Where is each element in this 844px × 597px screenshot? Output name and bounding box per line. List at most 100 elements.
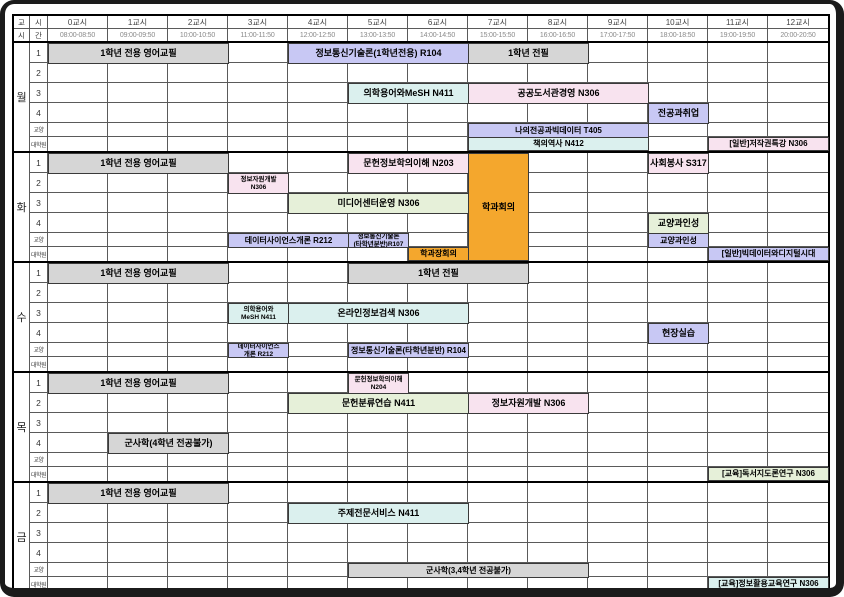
grid-cell	[468, 483, 528, 503]
grid-cell	[768, 283, 828, 303]
grid-cell	[108, 577, 168, 591]
course-block: 미디어센터운영 N306	[288, 193, 469, 214]
row-label: 3	[30, 193, 48, 213]
grid-cell	[288, 577, 348, 591]
grid-cell	[648, 563, 708, 577]
grid-cell	[528, 193, 588, 213]
grid-cell	[648, 43, 708, 63]
grid-cell	[408, 173, 468, 193]
day-label: 목	[14, 373, 30, 481]
row-label: 2	[30, 63, 48, 83]
grid-cell	[228, 323, 288, 343]
grid-cell	[588, 543, 648, 563]
day-label: 수	[14, 263, 30, 371]
grid-cell	[48, 247, 108, 261]
grid-cell	[228, 263, 288, 283]
grid-cell	[528, 467, 588, 481]
grid-cell	[768, 453, 828, 467]
grid-cell	[168, 453, 228, 467]
row-label: 1	[30, 43, 48, 63]
period-cell: 12교시	[786, 17, 810, 27]
grid-cell	[768, 83, 828, 103]
grid-cell	[708, 357, 768, 371]
grid-cell	[228, 373, 288, 393]
grid-cell	[768, 43, 828, 63]
course-block-text: 정보자원개발	[240, 175, 277, 183]
row-label: 교양	[30, 123, 48, 137]
grid-cell	[288, 263, 348, 283]
day-label: 금	[14, 483, 30, 591]
time-cell: 18:00-18:50	[648, 29, 708, 41]
grid-cell	[348, 357, 408, 371]
course-block: 데이터사이언스개론 R212	[228, 233, 349, 248]
grid-cell	[48, 283, 108, 303]
grid-cell	[168, 523, 228, 543]
course-block-text: 1학년 전용 영어교필	[100, 488, 177, 499]
row-label: 2	[30, 393, 48, 413]
grid-cell	[48, 413, 108, 433]
grid-cell	[528, 303, 588, 323]
period-cell: 0교시	[48, 16, 108, 28]
row-label: 대학원	[30, 247, 48, 261]
grid-cell	[468, 523, 528, 543]
course-block: 학과회의	[468, 153, 529, 261]
grid-cell	[588, 43, 648, 63]
grid-cell	[108, 213, 168, 233]
grid-cell	[48, 173, 108, 193]
grid-cell	[48, 63, 108, 83]
grid-cell	[588, 373, 648, 393]
course-block-text: 교양과인성	[657, 218, 700, 229]
course-block-text: [교육]정보활용교육연구 N306	[718, 579, 819, 589]
grid-cell	[108, 303, 168, 323]
course-block-text: 미디어센터운영 N306	[337, 198, 420, 209]
grid-cell	[648, 193, 708, 213]
row-label: 4	[30, 433, 48, 453]
grid-cell	[528, 373, 588, 393]
grid-cell	[708, 523, 768, 543]
grid-cell	[468, 343, 528, 357]
grid-cell	[48, 467, 108, 481]
course-block-text: 정보자원개발 N306	[491, 398, 566, 409]
grid-cell	[528, 283, 588, 303]
grid-cell	[348, 173, 408, 193]
grid-cell	[168, 247, 228, 261]
grid-cell	[408, 543, 468, 563]
grid-cell	[768, 233, 828, 247]
grid-cell	[108, 323, 168, 343]
course-block: 1학년 전필	[348, 263, 529, 284]
grid-cell	[528, 343, 588, 357]
row-label: 4	[30, 213, 48, 233]
grid-cell	[468, 577, 528, 591]
grid-cell	[588, 393, 648, 413]
grid-cell	[468, 303, 528, 323]
course-block-text: 주제전문서비스 N411	[337, 508, 420, 519]
grid-cell	[48, 123, 108, 137]
course-block: 공공도서관경영 N306	[468, 83, 649, 104]
grid-cell	[168, 467, 228, 481]
grid-cell	[708, 543, 768, 563]
corner-cell: 시	[30, 16, 48, 28]
grid-cell	[588, 323, 648, 343]
grid-cell	[228, 283, 288, 303]
course-block: 교양과인성	[648, 213, 709, 234]
grid-cell	[708, 213, 768, 233]
course-block: 교양과인성	[648, 233, 709, 248]
grid-cell	[708, 283, 768, 303]
grid-cell	[708, 453, 768, 467]
course-block: 문헌정보학의이해 N203	[348, 153, 469, 174]
grid-cell	[108, 503, 168, 523]
course-block-text: 1학년 전용 영어교필	[100, 158, 177, 169]
grid-cell	[708, 343, 768, 357]
row-label: 교양	[30, 343, 48, 357]
grid-cell	[348, 523, 408, 543]
grid-cell	[588, 263, 648, 283]
grid-cell	[768, 413, 828, 433]
grid-cell	[48, 343, 108, 357]
grid-cell	[228, 123, 288, 137]
grid-cell	[528, 453, 588, 467]
row-label: 4	[30, 323, 48, 343]
grid-cell	[588, 453, 648, 467]
grid-cell	[768, 357, 828, 371]
grid-cell	[108, 173, 168, 193]
